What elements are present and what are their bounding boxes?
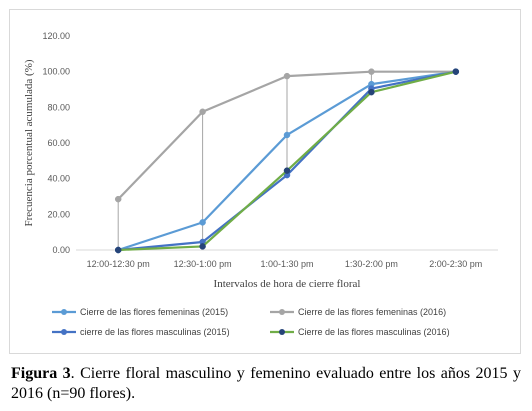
legend-item: Cierre de las flores femeninas (2015) [52,307,228,317]
series-4 [114,68,460,254]
legend-item: Cierre de las flores masculinas (2016) [270,327,450,337]
caption-label: Figura 3 [11,365,71,382]
legend-label: Cierre de las flores masculinas (2016) [298,327,450,337]
legend-item: Cierre de las flores femeninas (2016) [270,307,446,317]
x-tick-label: 1:30-2:00 pm [345,259,398,269]
y-axis-title: Frecuencia porcentual acumulada (%) [23,59,35,226]
x-tick-label: 2:00-2:30 pm [429,259,482,269]
x-axis-title: Intervalos de hora de cierre floral [214,278,361,290]
legend: Cierre de las flores femeninas (2015) Cie… [52,307,450,337]
data-point [199,219,206,226]
legend-swatch-marker [61,309,67,315]
chart-area: 0.00 20.00 40.00 60.00 80.00 100.00 120.00 12:… [9,9,521,354]
caption-text: . Cierre floral masculino y femenino eva… [11,365,521,402]
y-tick-label: 40.00 [47,174,70,184]
x-tick-label: 12:00-12:30 pm [87,259,150,269]
legend-label: Cierre de las flores femeninas (2015) [80,307,228,317]
data-point [283,167,291,174]
data-point [199,243,206,250]
series-1 [114,68,460,254]
x-tick-labels: 12:00-12:30 pm 12:30-1:00 pm 1:00-1:30 pm 1… [87,259,483,269]
data-point [283,72,291,80]
data-point [368,68,375,75]
legend-label: Cierre de las flores femeninas (2016) [298,307,446,317]
legend-swatch-marker [279,309,285,315]
data-point [114,195,122,203]
series-lines [114,68,460,254]
y-tick-label: 120.00 [42,31,70,41]
legend-label: cierre de las flores masculinas (2015) [80,327,230,337]
data-point [368,88,375,96]
y-tick-labels: 0.00 20.00 40.00 60.00 80.00 100.00 120.00 [42,31,70,255]
y-tick-label: 60.00 [47,138,70,148]
y-tick-label: 100.00 [42,67,70,77]
data-point [199,108,206,116]
axes: 0.00 20.00 40.00 60.00 80.00 100.00 120.00 12:… [23,31,498,290]
data-point [452,68,460,75]
data-point [283,131,291,139]
series-2 [114,68,460,203]
x-tick-label: 1:00-1:30 pm [260,259,313,269]
legend-swatch-marker [279,329,285,335]
legend-item: cierre de las flores masculinas (2015) [52,327,230,337]
figure-caption: Figura 3. Cierre floral masculino y feme… [11,364,521,404]
y-tick-label: 80.00 [47,102,70,112]
y-tick-label: 0.00 [52,245,70,255]
x-tick-label: 12:30-1:00 pm [174,259,232,269]
y-tick-label: 20.00 [47,209,70,219]
line-chart: 0.00 20.00 40.00 60.00 80.00 100.00 120.00 12:… [23,31,498,337]
data-point [114,246,122,254]
legend-swatch-marker [61,329,67,335]
